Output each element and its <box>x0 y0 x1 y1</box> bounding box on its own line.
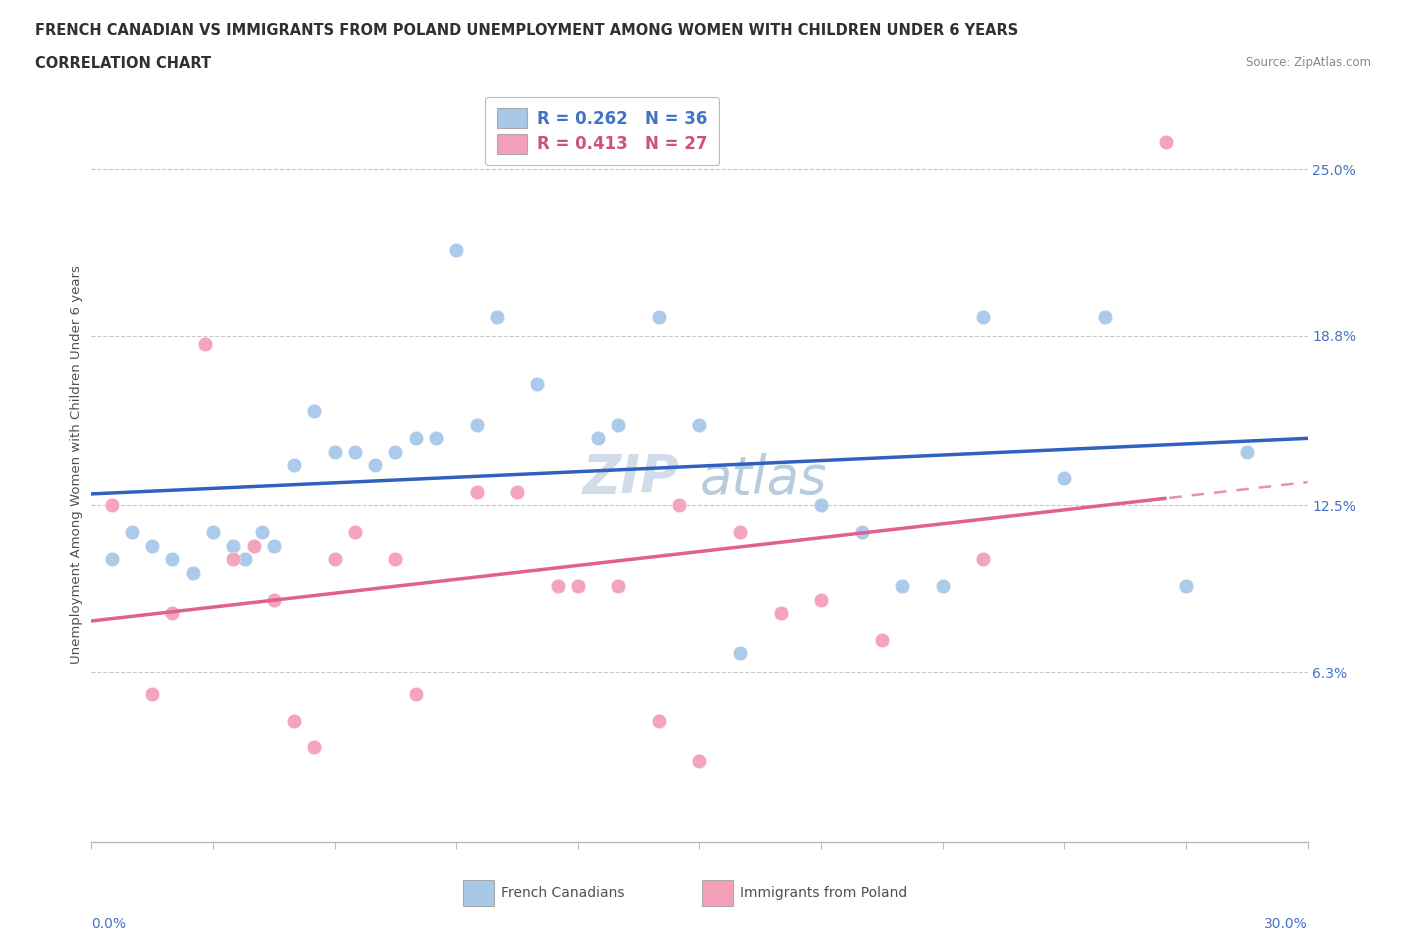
Point <box>526 377 548 392</box>
Point <box>162 551 184 566</box>
Point <box>688 418 710 432</box>
Point <box>235 551 257 566</box>
Point <box>688 753 710 768</box>
Text: FRENCH CANADIAN VS IMMIGRANTS FROM POLAND UNEMPLOYMENT AMONG WOMEN WITH CHILDREN: FRENCH CANADIAN VS IMMIGRANTS FROM POLAN… <box>35 23 1018 38</box>
Point <box>1236 445 1258 459</box>
Point <box>465 418 488 432</box>
Point <box>162 605 184 620</box>
Point <box>1154 135 1177 150</box>
Point <box>931 578 953 593</box>
Point <box>444 243 467 258</box>
Text: 30.0%: 30.0% <box>1264 917 1308 930</box>
Point <box>465 485 488 499</box>
Text: 0.0%: 0.0% <box>91 917 127 930</box>
Point <box>222 551 245 566</box>
Text: CORRELATION CHART: CORRELATION CHART <box>35 56 211 71</box>
Point <box>648 713 671 728</box>
Point <box>972 551 994 566</box>
Point <box>323 445 346 459</box>
Point <box>242 538 264 553</box>
Point <box>1094 310 1116 325</box>
Point <box>283 458 305 472</box>
Point <box>250 525 273 539</box>
Point <box>891 578 914 593</box>
Point <box>384 445 406 459</box>
Point <box>769 605 792 620</box>
Point <box>283 713 305 728</box>
Point <box>607 418 630 432</box>
Point <box>405 431 427 445</box>
Point <box>810 592 832 607</box>
Point <box>194 337 217 352</box>
Point <box>567 578 589 593</box>
Point <box>586 431 609 445</box>
Text: atlas: atlas <box>699 453 827 504</box>
Point <box>972 310 994 325</box>
Point <box>304 740 326 755</box>
Point <box>485 310 508 325</box>
Point <box>728 525 751 539</box>
Point <box>547 578 569 593</box>
Point <box>1053 471 1076 485</box>
Point <box>728 646 751 661</box>
Text: French Canadians: French Canadians <box>501 885 624 900</box>
Legend: R = 0.262   N = 36, R = 0.413   N = 27: R = 0.262 N = 36, R = 0.413 N = 27 <box>485 97 718 166</box>
Point <box>343 525 366 539</box>
Point <box>1175 578 1198 593</box>
Point <box>222 538 245 553</box>
Point <box>141 538 163 553</box>
Text: Source: ZipAtlas.com: Source: ZipAtlas.com <box>1246 56 1371 69</box>
Point <box>607 578 630 593</box>
Point <box>648 310 671 325</box>
Point <box>304 404 326 418</box>
Point <box>141 686 163 701</box>
Point <box>405 686 427 701</box>
Point <box>263 538 285 553</box>
Point <box>851 525 873 539</box>
Point <box>364 458 387 472</box>
Point <box>263 592 285 607</box>
Point <box>343 445 366 459</box>
Point <box>810 498 832 512</box>
Point <box>506 485 529 499</box>
Point <box>870 632 893 647</box>
Point <box>668 498 690 512</box>
Point <box>121 525 143 539</box>
Point <box>100 498 122 512</box>
Text: ZIP: ZIP <box>582 453 679 504</box>
Point <box>323 551 346 566</box>
Point <box>202 525 225 539</box>
Point <box>384 551 406 566</box>
Point <box>425 431 447 445</box>
Text: Immigrants from Poland: Immigrants from Poland <box>740 885 907 900</box>
Point <box>181 565 204 580</box>
Y-axis label: Unemployment Among Women with Children Under 6 years: Unemployment Among Women with Children U… <box>70 266 83 664</box>
Point <box>100 551 122 566</box>
